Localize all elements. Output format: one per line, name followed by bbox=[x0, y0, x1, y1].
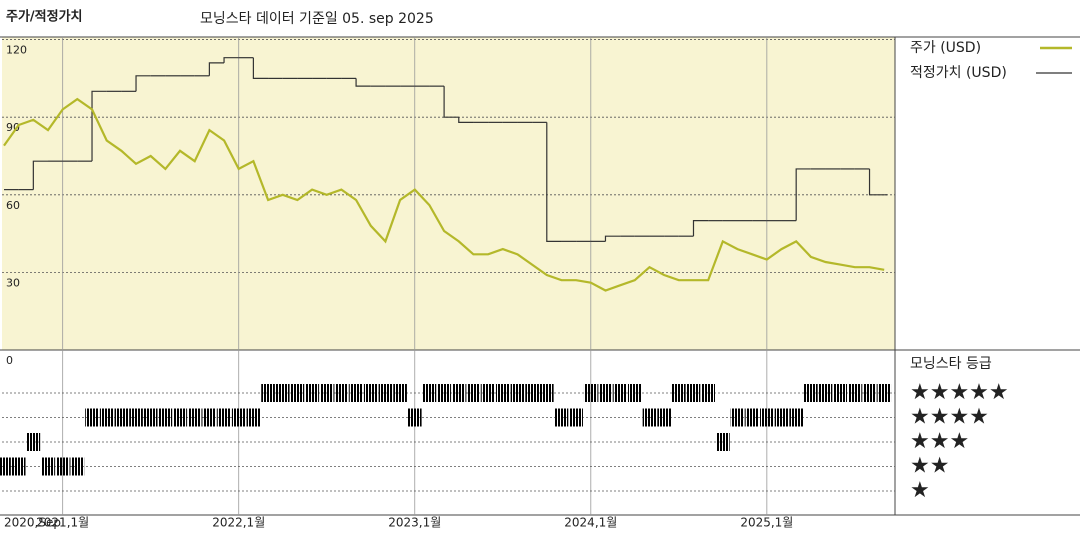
rating-bar bbox=[686, 384, 701, 402]
rating-bar bbox=[319, 384, 334, 402]
fair-value-step bbox=[91, 90, 107, 162]
rating-bar bbox=[701, 384, 715, 402]
rating-bar bbox=[774, 408, 789, 427]
rating-bar bbox=[833, 384, 848, 402]
rating-bar bbox=[583, 384, 598, 402]
rating-bar bbox=[730, 408, 745, 427]
x-tick-label: 2021,1월 bbox=[36, 516, 89, 530]
x-tick-label: 2023,1월 bbox=[388, 516, 441, 530]
rating-bar bbox=[437, 384, 451, 402]
y-tick-label: 30 bbox=[6, 276, 20, 289]
rating-bar bbox=[715, 433, 730, 451]
rating-bar bbox=[760, 408, 774, 427]
rating-bar bbox=[231, 408, 246, 427]
rating-bar bbox=[539, 384, 554, 402]
rating-bar bbox=[275, 384, 290, 402]
rating-label: ★ bbox=[910, 478, 930, 503]
rating-bar bbox=[642, 408, 657, 427]
rating-bar bbox=[613, 384, 627, 402]
rating-bar bbox=[598, 384, 613, 402]
rating-bar bbox=[745, 408, 760, 427]
rating-bar bbox=[26, 433, 41, 451]
rating-bar bbox=[510, 384, 525, 402]
fair-value-step bbox=[795, 168, 811, 221]
rating-bar bbox=[173, 408, 187, 427]
x-tick-label: 2024,1월 bbox=[564, 516, 617, 530]
x-tick-label: 2020,Sep bbox=[4, 516, 61, 530]
legend-label: 적정가치 (USD) bbox=[910, 65, 1007, 81]
chart-subtitle: 모닝스타 데이터 기준일 05. sep 2025 bbox=[200, 11, 434, 27]
fair-value-step bbox=[458, 117, 474, 123]
fair-value-step bbox=[355, 78, 371, 87]
rating-bar bbox=[804, 384, 818, 402]
rating-bar bbox=[422, 384, 437, 402]
price-line bbox=[3, 97, 885, 292]
fair-value-step bbox=[32, 160, 49, 190]
fair-value-step bbox=[208, 62, 225, 76]
rating-bar bbox=[363, 384, 378, 402]
y-tick-label: 0 bbox=[6, 354, 13, 367]
chart-title: 주가/적정가치 bbox=[6, 9, 83, 25]
fair-value-step bbox=[546, 122, 562, 242]
rating-bar bbox=[158, 408, 173, 427]
fair-value-step bbox=[135, 75, 151, 92]
rating-title: 모닝스타 등급 bbox=[910, 356, 992, 372]
fair-value-step bbox=[692, 220, 709, 237]
rating-bar bbox=[569, 408, 583, 427]
rating-bar bbox=[671, 384, 686, 402]
rating-bar bbox=[217, 408, 231, 427]
rating-bar bbox=[114, 408, 129, 427]
rating-bar bbox=[41, 457, 55, 476]
rating-bar bbox=[877, 384, 892, 402]
x-tick-label: 2022,1월 bbox=[212, 516, 265, 530]
y-tick-label: 120 bbox=[6, 44, 27, 57]
rating-label: ★★★★★ bbox=[910, 380, 1009, 405]
rating-bar bbox=[187, 408, 202, 427]
rating-bar bbox=[495, 384, 510, 402]
rating-bar bbox=[202, 408, 217, 427]
rating-bar bbox=[378, 384, 393, 402]
rating-bar bbox=[11, 457, 26, 476]
x-tick-label: 2025,1월 bbox=[740, 516, 793, 530]
rating-bar bbox=[99, 408, 114, 427]
y-tick-label: 60 bbox=[6, 199, 20, 212]
fair-value-step bbox=[604, 235, 621, 242]
fair-value-step bbox=[223, 57, 239, 63]
rating-bar bbox=[393, 384, 407, 402]
rating-label: ★★★★ bbox=[910, 405, 989, 430]
rating-bar bbox=[466, 384, 481, 402]
rating-bar bbox=[85, 408, 99, 427]
rating-bar bbox=[261, 384, 275, 402]
rating-bar bbox=[481, 384, 495, 402]
rating-bar bbox=[143, 408, 158, 427]
rating-bar bbox=[657, 408, 671, 427]
rating-bar bbox=[0, 457, 11, 476]
fair-value-step bbox=[443, 86, 459, 118]
rating-bar bbox=[818, 384, 833, 402]
rating-bar bbox=[451, 384, 466, 402]
rating-bar bbox=[129, 408, 143, 427]
plot-background bbox=[2, 37, 895, 350]
rating-bar bbox=[55, 457, 70, 476]
rating-bar bbox=[407, 408, 422, 427]
y-tick-label: 90 bbox=[6, 121, 20, 134]
legend-label: 주가 (USD) bbox=[910, 40, 981, 56]
rating-bar bbox=[349, 384, 363, 402]
rating-bar bbox=[334, 384, 349, 402]
rating-bar bbox=[246, 408, 261, 427]
rating-bar bbox=[848, 384, 862, 402]
rating-bar bbox=[789, 408, 804, 427]
rating-bar bbox=[70, 457, 85, 476]
rating-bar bbox=[525, 384, 539, 402]
rating-bar bbox=[554, 408, 569, 427]
rating-label: ★★★ bbox=[910, 429, 969, 454]
fair-value-step bbox=[252, 57, 269, 79]
rating-bar bbox=[290, 384, 305, 402]
rating-label: ★★ bbox=[910, 454, 949, 479]
rating-bar bbox=[627, 384, 642, 402]
rating-bar bbox=[305, 384, 319, 402]
fair-value-step bbox=[868, 168, 885, 196]
rating-bar bbox=[862, 384, 877, 402]
